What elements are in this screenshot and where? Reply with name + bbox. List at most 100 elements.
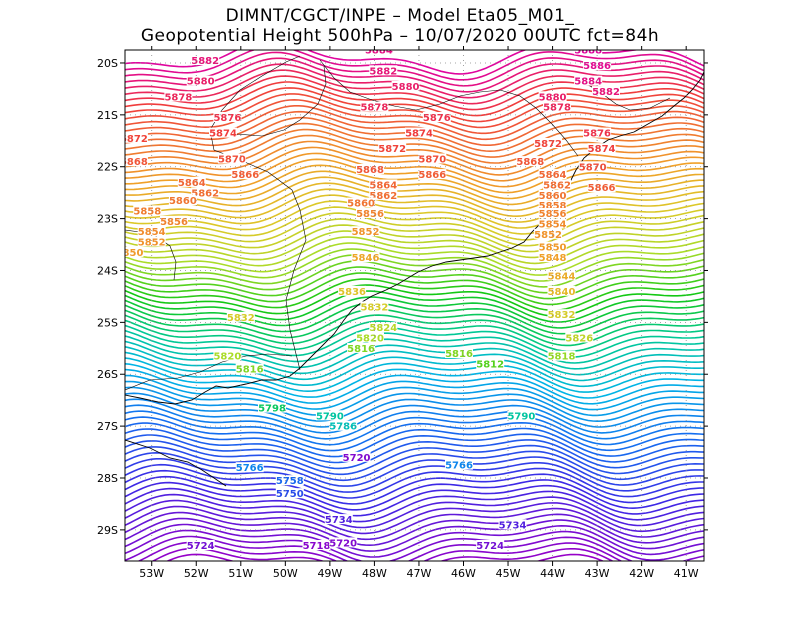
x-tick-label: 41W xyxy=(674,567,699,580)
contour-label-bg xyxy=(342,451,371,462)
contour-label: 5720 xyxy=(329,538,357,549)
contour-label: 5870 xyxy=(218,155,246,166)
contour-label: 5886 xyxy=(583,61,611,72)
contour-label-bg xyxy=(498,519,527,530)
contour-5834 xyxy=(125,200,704,235)
contour-label: 5720 xyxy=(343,453,371,464)
contour-label-bg xyxy=(534,138,563,148)
contour-label: 5816 xyxy=(236,365,264,376)
contour-5766 xyxy=(125,398,704,434)
contour-label: 5818 xyxy=(548,352,576,363)
contour-label-bg xyxy=(164,91,193,102)
contour-5790 xyxy=(125,329,704,364)
contour-label-bg xyxy=(369,322,398,333)
contour-label-bg xyxy=(574,50,603,55)
title-line-2: Geopotential Height 500hPa – 10/07/2020 … xyxy=(140,26,660,46)
state-border-2 xyxy=(319,59,579,157)
contour-label: 5750 xyxy=(276,489,304,500)
contour-label: 5852 xyxy=(534,230,562,241)
contour-5802 xyxy=(125,296,704,329)
contour-label-bg xyxy=(583,127,612,138)
contour-label: 5840 xyxy=(548,287,576,298)
y-tick-label: 26S xyxy=(97,368,118,381)
contour-label-bg xyxy=(476,540,505,550)
contour-label-bg xyxy=(538,208,567,218)
contour-label-bg xyxy=(360,301,389,312)
contour-label: 5836 xyxy=(338,287,366,298)
contour-label: 5884 xyxy=(365,46,393,57)
contour-label: 5876 xyxy=(213,113,241,124)
contour-5794 xyxy=(125,319,704,353)
contour-label: 5864 xyxy=(369,181,397,192)
contour-label: 5878 xyxy=(360,103,388,114)
contour-label: 5880 xyxy=(392,82,420,93)
contour-label-bg xyxy=(391,80,420,91)
contour-label: 5846 xyxy=(352,253,380,264)
contour-label: 5856 xyxy=(356,209,384,220)
contour-label-bg xyxy=(356,332,384,343)
contour-label-bg xyxy=(186,75,215,86)
contour-label: 5786 xyxy=(329,422,357,433)
contour-label: 5876 xyxy=(583,129,611,140)
contour-label-bg xyxy=(347,197,376,208)
contour-label: 5862 xyxy=(191,188,219,199)
contour-5784 xyxy=(125,345,704,382)
contour-label-bg xyxy=(578,161,607,172)
contour-label: 5868 xyxy=(516,157,544,168)
contour-5818 xyxy=(125,248,704,282)
contour-label-bg xyxy=(364,50,393,55)
contour-label-bg xyxy=(235,462,264,473)
contour-label-bg xyxy=(231,169,260,180)
x-tick-label: 51W xyxy=(228,567,253,580)
contour-5746 xyxy=(125,458,704,493)
contour-5776 xyxy=(125,368,704,405)
contour-label: 5872 xyxy=(534,139,562,150)
contour-5736 xyxy=(125,487,704,523)
contour-5814 xyxy=(125,260,704,294)
contour-label-bg xyxy=(125,156,148,167)
contour-label-bg xyxy=(133,205,162,216)
contour-5822 xyxy=(125,236,704,270)
contour-label: 5832 xyxy=(548,310,576,321)
contour-5800 xyxy=(125,302,704,335)
contour-5798 xyxy=(125,308,704,341)
contour-label-bg xyxy=(137,226,166,237)
contour-label-bg xyxy=(547,350,576,361)
x-tick-label: 44W xyxy=(540,567,565,580)
contour-label: 5850 xyxy=(116,248,144,259)
contour-label-bg xyxy=(445,459,473,470)
contour-label: 5870 xyxy=(579,162,607,173)
contour-label-bg xyxy=(360,101,389,112)
contour-label-bg xyxy=(476,358,505,369)
contour-label: 5854 xyxy=(138,227,166,238)
contour-label: 5820 xyxy=(356,334,384,345)
contour-label-bg xyxy=(356,208,384,218)
contour-label: 5820 xyxy=(213,352,241,363)
contour-label: 5882 xyxy=(369,66,397,77)
contour-label-bg xyxy=(275,488,304,499)
contour-5804 xyxy=(125,290,704,323)
contour-5714 xyxy=(165,553,605,561)
contour-label: 5816 xyxy=(347,344,375,355)
contour-5768 xyxy=(125,392,704,428)
contour-5722 xyxy=(125,529,704,561)
x-tick-label: 47W xyxy=(407,567,432,580)
contour-label-bg xyxy=(418,153,447,164)
contour-label: 5766 xyxy=(445,461,473,472)
contour-label: 5844 xyxy=(548,271,576,282)
state-border-4 xyxy=(125,353,293,391)
contour-label: 5858 xyxy=(133,206,161,217)
contour-label: 5888 xyxy=(574,46,602,57)
contour-label-bg xyxy=(275,475,304,486)
contour-label-bg xyxy=(209,127,237,138)
contour-label: 5718 xyxy=(303,541,331,552)
contour-5782 xyxy=(125,351,704,388)
contour-5816 xyxy=(125,254,704,288)
y-tick-label: 21S xyxy=(97,109,118,122)
contour-label-bg xyxy=(258,402,286,413)
contour-5812 xyxy=(125,266,704,300)
contour-5724 xyxy=(125,523,704,558)
contour-label-bg xyxy=(347,342,376,353)
x-tick-label: 49W xyxy=(317,567,342,580)
